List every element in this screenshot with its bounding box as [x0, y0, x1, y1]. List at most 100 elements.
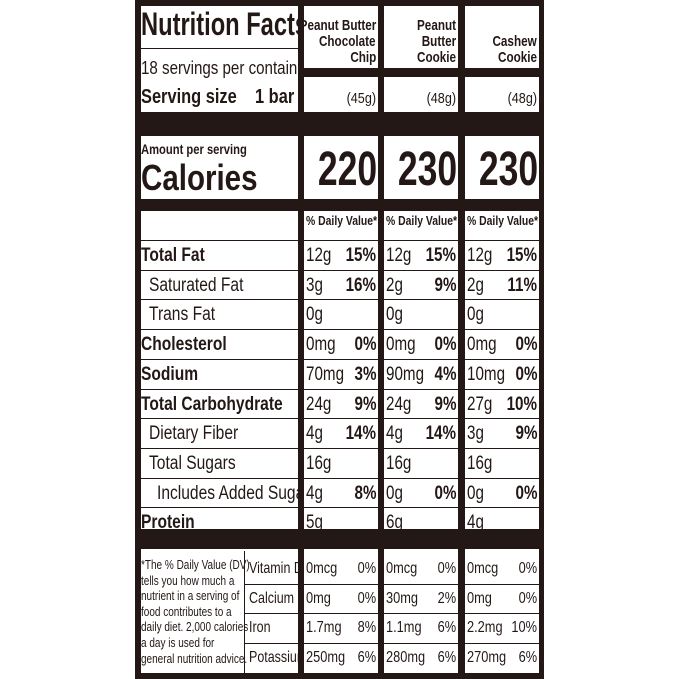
- vitamin-label: Potassium: [249, 648, 298, 666]
- nutrient-daily-value: 0%: [434, 334, 456, 356]
- vitamin-daily-value: 0%: [437, 560, 457, 577]
- serving-size-value: 1 bar: [255, 86, 295, 108]
- footnote-line: a day is used for: [141, 636, 215, 650]
- vitamin-amount: 1.1mg: [386, 619, 422, 636]
- nutrient-amount: 0g: [386, 304, 403, 326]
- nutrient-amount: 12g: [467, 245, 493, 266]
- nutrient-amount: 0g: [467, 304, 484, 326]
- nutrient-daily-value: 0%: [434, 482, 456, 504]
- nutrient-amount: 0mg: [467, 334, 497, 356]
- vitamin-amount: 0mg: [306, 589, 331, 607]
- nutrient-label: Dietary Fiber: [149, 423, 239, 445]
- vitamin-daily-value: 0%: [518, 589, 538, 607]
- product-name: Peanut Butter: [304, 17, 376, 34]
- vitamin-amount: 0mcg: [386, 560, 418, 577]
- nutrient-amount: 4g: [306, 482, 323, 504]
- nutrition-facts-label: Nutrition Facts 18 servings per containe…: [135, 0, 544, 679]
- nutrient-label: Sodium: [141, 363, 199, 385]
- nutrient-amount: 5g: [306, 512, 323, 534]
- nutrient-amount: 0mg: [306, 334, 336, 356]
- nutrient-daily-value: 0%: [354, 334, 376, 356]
- nutrient-amount: 12g: [306, 245, 332, 266]
- product-name: Chip: [350, 49, 376, 66]
- nutrient-daily-value: 0%: [515, 363, 537, 385]
- vitamin-daily-value: 6%: [518, 648, 538, 666]
- nutrient-amount: 0g: [306, 304, 323, 326]
- nutrient-amount: 4g: [386, 423, 403, 445]
- footnote-line: tells you how much a: [141, 573, 235, 588]
- nutrient-amount: 0g: [467, 482, 484, 504]
- nutrient-amount: 10mg: [467, 363, 506, 385]
- nutrient-amount: 24g: [386, 393, 412, 415]
- footnote-line: nutrient in a serving of: [141, 589, 240, 604]
- nutrient-amount: 0mg: [386, 334, 416, 356]
- product-column: Peanut Butter Chocolate Chip (45g) 220 % Dail…: [304, 6, 378, 673]
- nutrient-daily-value: 9%: [434, 274, 456, 296]
- calories-value: 230: [478, 143, 538, 196]
- nutrient-amount: 4g: [306, 423, 323, 445]
- vitamin-amount: 250mg: [306, 648, 346, 666]
- nutrient-daily-value: 15%: [506, 245, 537, 266]
- daily-value-header: % Daily Value*: [306, 213, 378, 228]
- calories-value: 220: [317, 143, 377, 196]
- calories-label: Calories: [141, 157, 258, 198]
- serving-size-label: Serving size: [141, 86, 237, 108]
- vitamin-amount: 270mg: [467, 648, 507, 666]
- product-name: Cashew: [492, 33, 537, 50]
- vitamin-amount: 0mcg: [467, 560, 499, 577]
- vitamin-daily-value: 0%: [357, 589, 377, 607]
- nutrient-amount: 16g: [467, 452, 493, 474]
- servings-per-container: 18 servings per container: [141, 58, 298, 78]
- vitamin-daily-value: 0%: [518, 560, 538, 577]
- daily-value-header: % Daily Value*: [467, 213, 539, 228]
- nutrient-label: Saturated Fat: [149, 274, 244, 296]
- product-column: Cashew Cookie (48g) 230 % Daily Value* 12g 15%…: [465, 6, 539, 673]
- vitamin-daily-value: 6%: [437, 619, 457, 636]
- nutrient-amount: 2g: [386, 274, 403, 296]
- product-name: Cookie: [416, 49, 456, 66]
- serving-weight: (45g): [346, 90, 376, 107]
- nutrient-daily-value: 0%: [515, 334, 537, 356]
- nutrient-daily-value: 8%: [354, 482, 376, 504]
- vitamin-amount: 0mcg: [306, 560, 338, 577]
- nutrient-label: Trans Fat: [149, 304, 216, 326]
- vitamin-daily-value: 8%: [357, 619, 377, 636]
- nutrient-amount: 2g: [467, 274, 484, 296]
- nutrient-amount: 16g: [386, 452, 412, 474]
- vitamin-label: Iron: [249, 619, 271, 636]
- nutrient-daily-value: 14%: [345, 423, 376, 445]
- nutrient-amount: 24g: [306, 393, 332, 415]
- footnote-line: daily diet. 2,000 calories: [141, 620, 249, 635]
- nutrient-amount: 90mg: [386, 363, 425, 385]
- vitamin-daily-value: 6%: [437, 648, 457, 666]
- product-name: Chocolate: [319, 33, 376, 50]
- footnote-line: food contributes to a: [141, 604, 232, 619]
- nutrient-amount: 6g: [386, 512, 403, 534]
- nutrient-daily-value: 3%: [354, 363, 376, 385]
- nutrient-amount: 70mg: [306, 363, 345, 385]
- nutrient-daily-value: 11%: [507, 274, 537, 296]
- product-name: Peanut: [416, 17, 456, 34]
- calories-value: 230: [397, 143, 457, 196]
- nutrient-daily-value: 9%: [515, 423, 537, 445]
- vitamin-label: Vitamin D: [249, 560, 298, 577]
- footnote-line: general nutrition advice.: [141, 651, 248, 666]
- vitamin-daily-value: 10%: [511, 619, 537, 636]
- nutrient-daily-value: 0%: [515, 482, 537, 504]
- nutrient-daily-value: 9%: [434, 393, 456, 415]
- daily-value-header: % Daily Value*: [386, 213, 458, 228]
- nutrient-label: Includes Added Sugars: [157, 482, 298, 504]
- vitamin-daily-value: 2%: [437, 589, 457, 607]
- product-name: Cookie: [497, 49, 537, 66]
- nutrient-amount: 16g: [306, 452, 332, 474]
- nutrient-daily-value: 14%: [425, 423, 456, 445]
- nutrient-label: Total Sugars: [149, 452, 236, 474]
- nutrient-daily-value: 9%: [354, 393, 376, 415]
- nutrient-amount: 27g: [467, 393, 493, 415]
- vitamin-label: Calcium: [249, 589, 295, 607]
- vitamin-daily-value: 0%: [357, 560, 377, 577]
- nutrient-daily-value: 10%: [506, 393, 537, 415]
- nutrient-label: Cholesterol: [141, 334, 227, 356]
- vitamin-amount: 0mg: [467, 589, 492, 607]
- product-column: Peanut Butter Cookie (48g) 230 % Daily Value*…: [384, 6, 458, 673]
